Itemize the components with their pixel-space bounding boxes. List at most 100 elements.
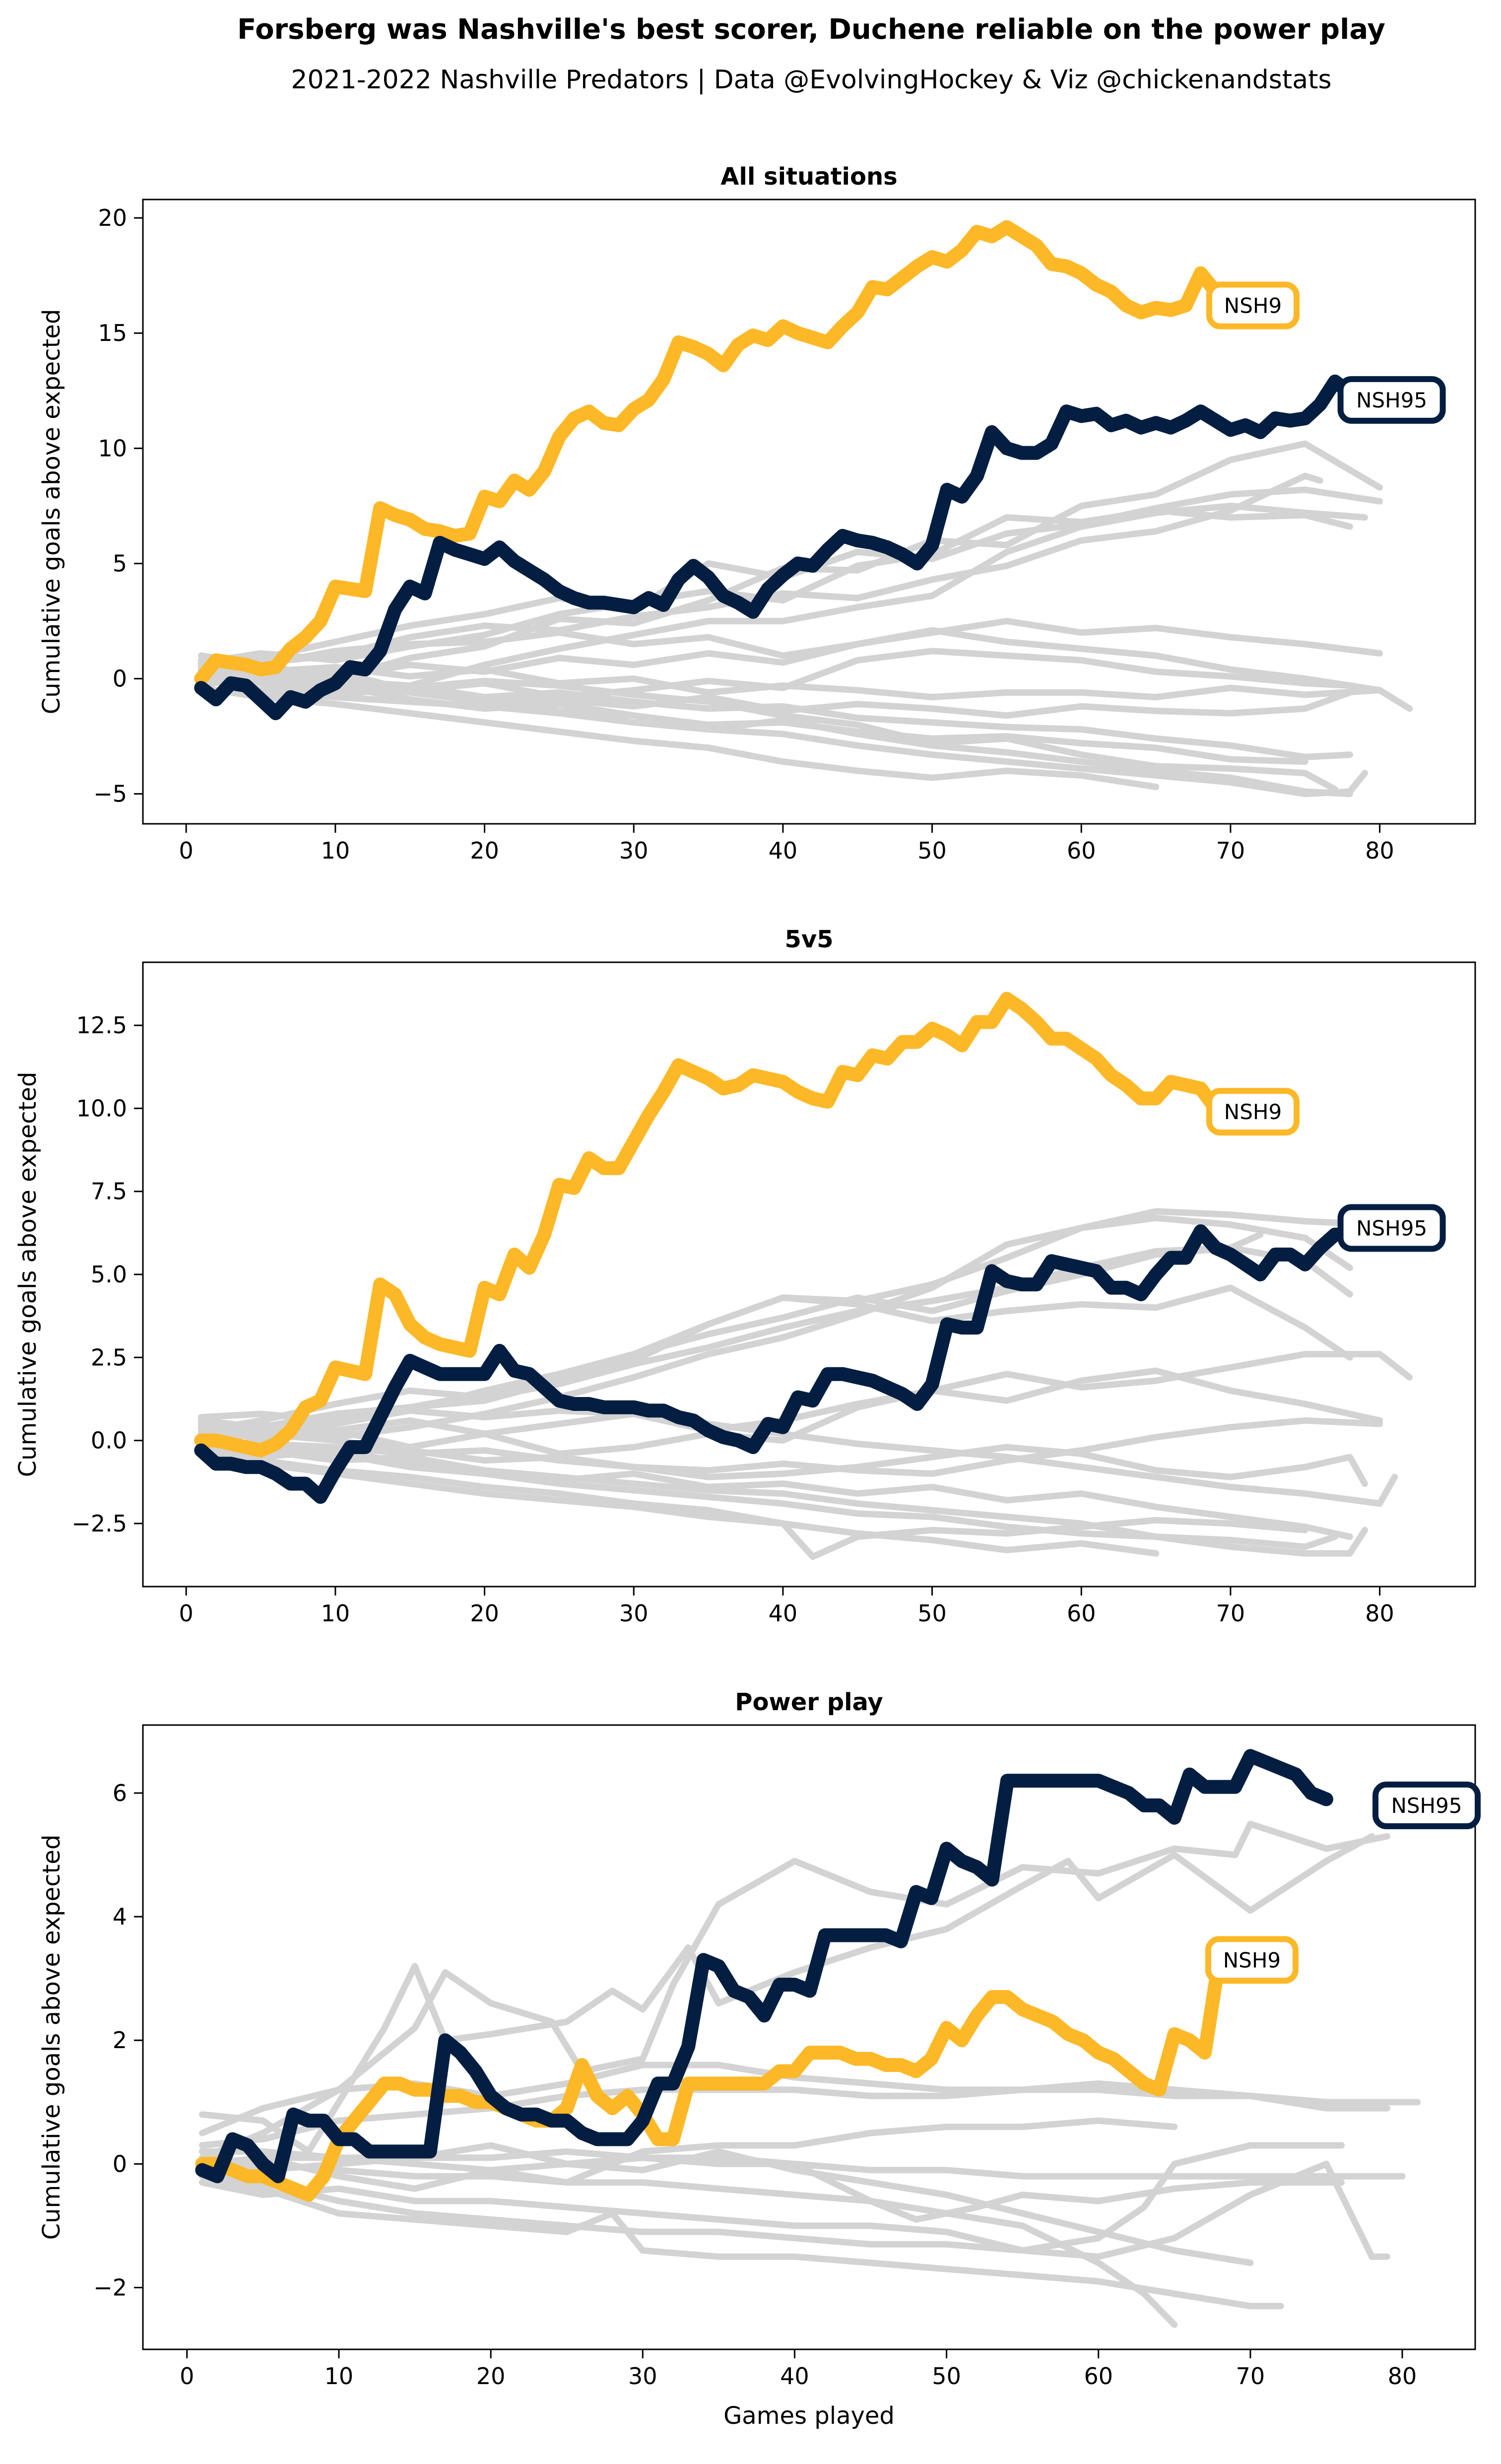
- series-label-text: NSH95: [1356, 388, 1427, 412]
- chart-panel-3: Power play 0 10 20 30 40 50 60 70 80 −2 0 2 4 6 Cumulat…: [38, 1688, 1481, 2430]
- x-tick-label: 50: [932, 2363, 961, 2390]
- teammate-line-13: [197, 1427, 1368, 1487]
- x-tick-label: 70: [1236, 2363, 1265, 2390]
- y-tick-label: 0: [113, 2150, 127, 2177]
- series-label-box: [1206, 281, 1300, 330]
- x-axis-label: Games played: [723, 2402, 895, 2430]
- series-label-box: [1206, 1088, 1300, 1136]
- chart-panel-2: 5v5 0 10 20 30 40 50 60 70 80 −2.5 0.0 2.5 5.0 7.5 10.0…: [14, 926, 1476, 1627]
- x-tick-label: 70: [1216, 1600, 1245, 1627]
- axes-frame: [142, 1724, 1476, 2350]
- x-tick-label: 10: [321, 837, 350, 864]
- x-tick-label: 60: [1067, 1600, 1096, 1627]
- axes-frame: [142, 199, 1476, 825]
- x-tick-label: 60: [1067, 837, 1096, 864]
- series-label-text: NSH9: [1224, 294, 1282, 318]
- series-label-box: [1337, 1204, 1446, 1252]
- series-label-text: NSH9: [1224, 1100, 1282, 1124]
- teammate-line-9: [197, 648, 1353, 701]
- x-tick-label: 10: [321, 1600, 350, 1627]
- x-tick-label: 0: [179, 1600, 194, 1627]
- teammate-line-14: [197, 1450, 1160, 1557]
- x-tick-label: 50: [917, 1600, 947, 1627]
- x-tick-label: 30: [628, 2363, 657, 2390]
- series-label-box: [1337, 376, 1446, 424]
- series-label-text: NSH95: [1391, 1794, 1462, 1818]
- teammate-line-2: [198, 1833, 1375, 2155]
- y-tick-label: 2.5: [91, 1344, 127, 1371]
- x-tick-label: 40: [780, 2363, 809, 2390]
- x-tick-label: 80: [1365, 1600, 1394, 1627]
- x-tick-label: 80: [1388, 2363, 1417, 2390]
- plot-area: [194, 220, 1413, 798]
- y-tick-label: 15: [98, 320, 127, 346]
- x-tick-label: 40: [769, 837, 798, 864]
- x-tick-label: 10: [325, 2363, 354, 2390]
- teammate-line-8: [197, 1440, 1353, 1540]
- series-label-nsh95: NSH95: [1337, 376, 1446, 424]
- series-line-nsh9: [194, 220, 1223, 686]
- teammate-line-9: [198, 2154, 1178, 2328]
- y-tick-label: 5: [113, 550, 127, 577]
- teammate-line-11: [197, 1407, 1398, 1507]
- teammate-line-6: [197, 1434, 1338, 1550]
- y-tick-label: 12.5: [76, 1012, 127, 1039]
- series-line-nsh9: [195, 1946, 1227, 2202]
- y-tick-label: 5.0: [91, 1261, 127, 1288]
- teammate-line-7: [197, 687, 1368, 798]
- series-line-nsh95: [194, 374, 1357, 721]
- series-label-nsh95: NSH95: [1372, 1781, 1481, 1829]
- teammate-line-1: [198, 1820, 1390, 2161]
- teammate-line-4: [197, 1351, 1413, 1457]
- y-axis-label: Cumulative goals above expected: [38, 1835, 65, 2240]
- teammate-line-12: [198, 2142, 1345, 2254]
- y-tick-label: −2.5: [71, 1510, 127, 1537]
- chart-panel-1: All situations 0 10 20 30 40 50 60 70 80 −5 0 5 10 15 2…: [38, 163, 1476, 864]
- teammate-line-12: [197, 1417, 1383, 1477]
- figure-title: Forsberg was Nashville's best scorer, Du…: [237, 13, 1385, 46]
- y-tick-label: 0.0: [91, 1427, 127, 1454]
- x-tick-label: 50: [917, 837, 947, 864]
- x-tick-label: 20: [470, 1600, 499, 1627]
- teammate-line-16: [197, 684, 1160, 791]
- series-label-nsh95: NSH95: [1337, 1204, 1446, 1252]
- y-tick-label: 10.0: [76, 1095, 127, 1122]
- x-tick-label: 40: [769, 1600, 798, 1627]
- figure-subtitle: 2021-2022 Nashville Predators | Data @Ev…: [291, 65, 1331, 95]
- x-tick-label: 20: [470, 837, 499, 864]
- series-label-nsh9: NSH9: [1206, 1088, 1300, 1136]
- x-tick-label: 20: [476, 2363, 506, 2390]
- panel-title: All situations: [720, 163, 897, 191]
- plot-area: [195, 1749, 1421, 2328]
- teammate-line-5: [197, 1444, 1368, 1557]
- series-label-text: NSH95: [1356, 1216, 1427, 1240]
- panel-title: 5v5: [784, 926, 833, 953]
- y-tick-label: 4: [113, 1903, 127, 1930]
- y-tick-label: 10: [98, 435, 127, 462]
- y-tick-label: 7.5: [91, 1178, 127, 1205]
- y-tick-label: 6: [113, 1780, 127, 1806]
- x-tick-label: 80: [1365, 837, 1394, 864]
- y-axis-label: Cumulative goals above expected: [14, 1072, 42, 1477]
- teammate-line-14: [197, 673, 1338, 793]
- x-tick-label: 0: [179, 837, 194, 864]
- y-axis-label: Cumulative goals above expected: [38, 309, 65, 715]
- teammate-line-6: [198, 2160, 1390, 2260]
- y-tick-label: −2: [93, 2274, 127, 2301]
- series-label-box: [1205, 1936, 1299, 1984]
- teammate-line-5: [197, 662, 1413, 712]
- teammate-line-4: [198, 2080, 1390, 2149]
- series-line-nsh9: [194, 992, 1223, 1458]
- x-tick-label: 30: [619, 837, 649, 864]
- y-tick-label: 20: [98, 204, 127, 231]
- plot-area: [194, 992, 1413, 1560]
- teammate-line-9: [197, 1214, 1353, 1441]
- series-label-box: [1372, 1781, 1481, 1829]
- series-label-nsh9: NSH9: [1206, 281, 1300, 330]
- y-tick-label: 0: [113, 666, 127, 692]
- panel-title: Power play: [735, 1688, 883, 1716]
- teammate-line-12: [197, 666, 1353, 798]
- y-tick-label: −5: [93, 781, 127, 807]
